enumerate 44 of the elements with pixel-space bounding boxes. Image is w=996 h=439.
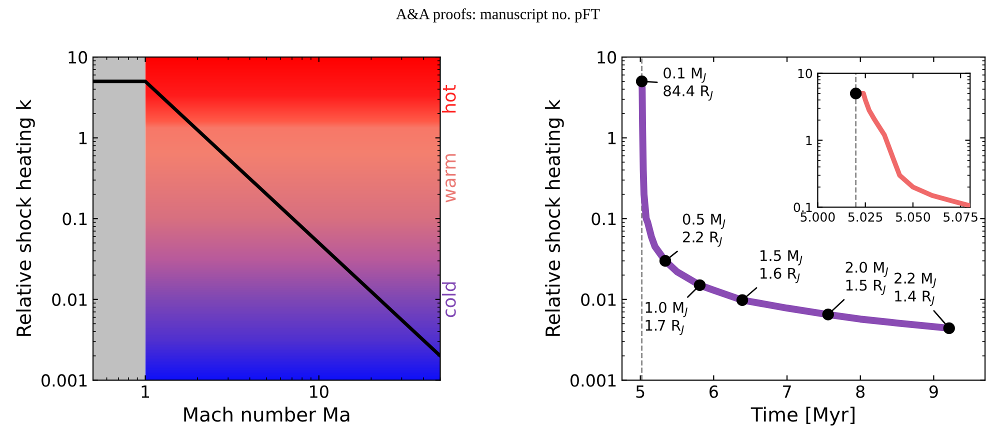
y-tick-label: 1 <box>79 132 87 144</box>
y-axis-title: Relative shock heating k <box>545 99 564 336</box>
text: hot <box>442 84 456 112</box>
point <box>943 322 955 334</box>
y-tick-label: 1 <box>806 136 812 146</box>
x-tick-label: 8 <box>856 385 865 398</box>
y-tick-label: 0.001 <box>42 374 87 387</box>
text: warm <box>446 154 456 202</box>
y-axis-title: Relative shock heating k <box>16 99 35 336</box>
text: A&A proofs: manuscript no. pFT <box>396 8 600 22</box>
x-tick-label: 5.050 <box>896 212 930 222</box>
y-tick-label: 0.001 <box>570 374 616 387</box>
data-label: 2.0 M$_{J}$ 1.5 R$_{J}$ <box>846 262 888 295</box>
y-tick-label: 10 <box>798 68 812 78</box>
x-tick-label: 5.000 <box>800 212 835 222</box>
x-tick-label: 1 <box>142 386 150 398</box>
x-tick-label: 5 <box>636 386 644 398</box>
point <box>822 308 834 320</box>
x-tick-label: 7 <box>783 386 791 398</box>
x-tick-label: 9 <box>929 385 938 398</box>
x-tick-label: 10 <box>310 385 328 398</box>
x-axis-title: Time [Myr] <box>750 406 854 426</box>
x-tick-label: 5.025 <box>848 212 882 222</box>
y-tick-label: 0.1 <box>592 212 616 226</box>
data-label: 0.5 M$_{J}$ 2.2 R$_{J}$ <box>682 214 726 247</box>
y-tick-label: 1 <box>608 132 616 144</box>
point <box>694 279 706 292</box>
x-tick-label: 5.075 <box>944 212 978 222</box>
data-label: 2.2 M$_{J}$ 1.4 R$_{J}$ <box>894 272 936 306</box>
x-axis-title: Mach number Ma <box>184 406 350 422</box>
text: cold <box>442 282 456 318</box>
y-tick-label: 10 <box>598 51 616 64</box>
data-label: 1.5 M$_{J}$ 1.6 R$_{J}$ <box>760 250 802 284</box>
y-tick-label: 10 <box>68 51 88 64</box>
point <box>659 255 672 267</box>
y-tick-label: 0.01 <box>52 293 87 306</box>
y-tick-label: 0.1 <box>794 202 812 212</box>
x-tick-label: 6 <box>710 385 718 398</box>
y-tick-label: 0.01 <box>581 293 616 306</box>
point <box>736 294 748 306</box>
data-label: 1.0 M$_{J}$ 1.7 R$_{J}$ <box>646 302 688 336</box>
point <box>636 76 648 88</box>
data-label: 0.1 M$_{J}$ 84.4 R$_{J}$ <box>664 68 713 101</box>
y-tick-label: 0.1 <box>62 212 87 226</box>
